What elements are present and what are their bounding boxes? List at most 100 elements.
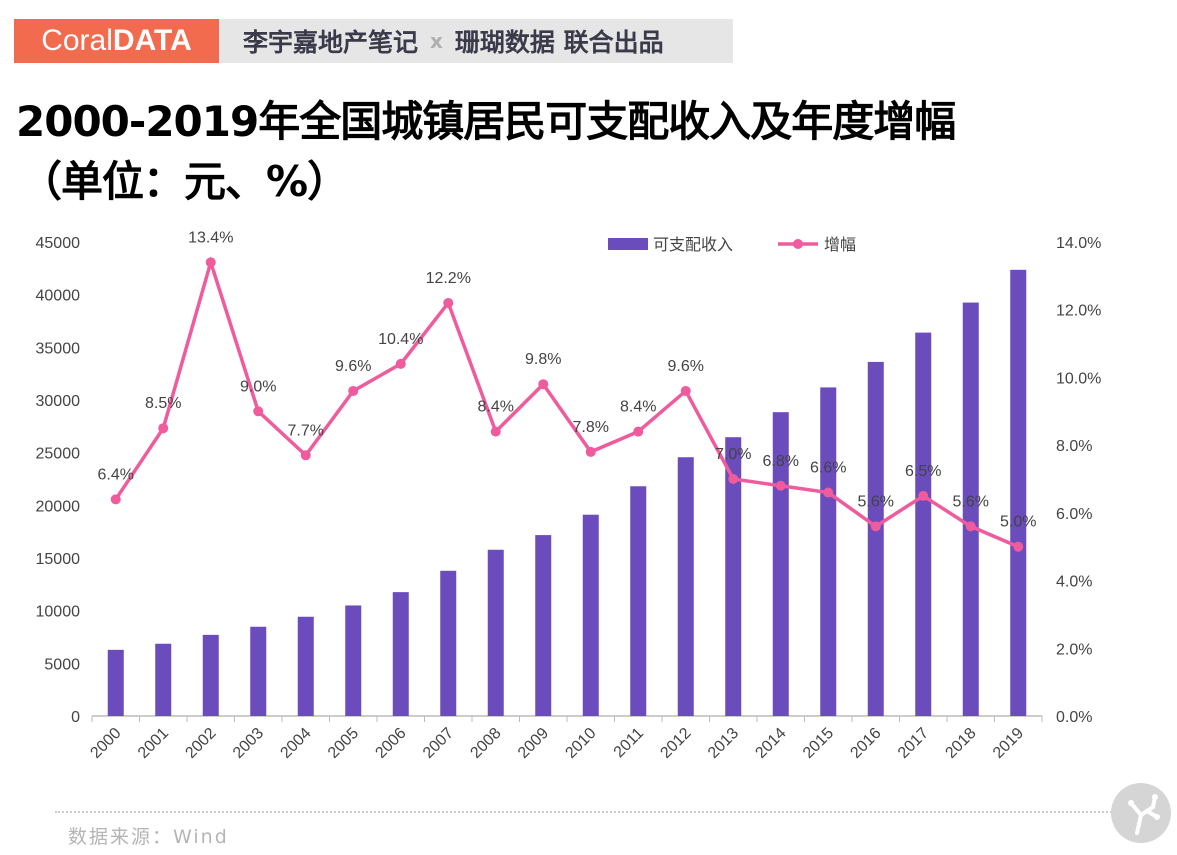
growth-point-2006 [395, 358, 406, 369]
bar-2007 [440, 570, 457, 716]
growth-data-label: 5.6% [858, 493, 894, 510]
growth-data-label: 8.5% [145, 395, 181, 412]
growth-point-2002 [205, 257, 216, 268]
legend-line-label: 增幅 [824, 236, 856, 254]
growth-data-label: 13.4% [188, 229, 233, 246]
y-left-tick: 45000 [36, 235, 81, 252]
y-left-tick: 40000 [36, 288, 81, 305]
credit-right: 珊瑚数据 联合出品 [454, 28, 664, 57]
bar-2010 [582, 514, 599, 716]
growth-point-2018 [965, 521, 976, 532]
growth-data-label: 6.6% [810, 460, 846, 477]
growth-point-2003 [253, 406, 264, 417]
x-tick-label: 2009 [515, 725, 552, 762]
x-tick-label: 2013 [705, 725, 742, 762]
x-tick-label: 2018 [942, 725, 979, 762]
credit-left: 李宇嘉地产笔记 [243, 28, 419, 57]
x-tick-label: 2016 [847, 725, 884, 762]
y-right-tick: 0.0% [1056, 709, 1092, 726]
growth-data-label: 5.6% [953, 493, 989, 510]
y-left-tick: 35000 [36, 340, 81, 357]
coraldata-logo: Coral DATA [14, 19, 219, 63]
bar-2005 [345, 605, 362, 716]
growth-data-label: 8.4% [478, 399, 514, 416]
y-right-tick: 2.0% [1056, 641, 1092, 658]
x-tick-label: 2004 [277, 725, 314, 762]
growth-point-2009 [538, 379, 549, 390]
footer-divider [55, 811, 1115, 813]
growth-point-2010 [585, 446, 596, 457]
growth-point-2011 [633, 426, 644, 437]
x-tick-label: 2011 [611, 725, 647, 761]
legend-bar-swatch [608, 238, 648, 250]
bar-2017 [915, 332, 932, 716]
growth-data-label: 7.0% [715, 446, 751, 463]
growth-data-label: 7.7% [288, 422, 324, 439]
y-right-tick: 6.0% [1056, 506, 1092, 523]
y-left-tick: 0 [71, 709, 80, 726]
growth-point-2012 [680, 385, 691, 396]
chart-title: 2000-2019年全国城镇居民可支配收入及年度增幅 （单位：元、%） [16, 92, 956, 212]
bar-2011 [630, 486, 647, 716]
bar-2016 [867, 361, 884, 716]
growth-point-2017 [918, 490, 929, 501]
bar-2003 [250, 626, 267, 716]
bar-2018 [962, 302, 979, 716]
y-left-tick: 25000 [36, 446, 81, 463]
y-left-tick: 20000 [36, 498, 81, 515]
growth-data-label: 5.0% [1000, 514, 1036, 531]
bar-2015 [820, 387, 837, 716]
legend-line-marker [793, 239, 803, 249]
growth-point-2007 [443, 297, 454, 308]
brand-credit: 李宇嘉地产笔记 x 珊瑚数据 联合出品 [219, 19, 733, 63]
bar-2009 [535, 535, 552, 716]
y-left-tick: 5000 [44, 656, 80, 673]
growth-point-2008 [490, 426, 501, 437]
growth-point-2013 [728, 474, 739, 484]
x-tick-label: 2014 [752, 725, 789, 762]
growth-data-label: 6.4% [98, 466, 134, 483]
y-left-tick: 15000 [36, 551, 81, 568]
x-tick-label: 2008 [467, 725, 504, 762]
growth-data-label: 7.8% [573, 419, 609, 436]
growth-point-2001 [158, 423, 169, 434]
x-tick-label: 2001 [135, 725, 172, 762]
y-right-tick: 14.0% [1056, 235, 1101, 252]
title-line1: 2000-2019年全国城镇居民可支配收入及年度增幅 [16, 97, 956, 146]
x-tick-label: 2000 [87, 725, 124, 762]
bar-2012 [677, 457, 694, 716]
bar-2002 [202, 634, 219, 716]
growth-point-2015 [823, 487, 834, 498]
x-tick-label: 2005 [325, 725, 362, 762]
y-left-tick: 30000 [36, 393, 81, 410]
credit-sep: x [430, 29, 443, 53]
y-left-tick: 10000 [36, 604, 81, 621]
x-tick-label: 2006 [372, 725, 409, 762]
growth-point-2016 [870, 521, 881, 532]
x-tick-label: 2007 [420, 725, 457, 762]
x-tick-label: 2015 [800, 725, 837, 762]
growth-data-label: 6.8% [763, 453, 799, 470]
bar-2004 [297, 616, 314, 716]
growth-point-2004 [300, 450, 311, 461]
growth-line [114, 256, 1019, 549]
logo-bold: DATA [112, 24, 192, 57]
bar-2019 [1010, 269, 1027, 716]
y-right-tick: 4.0% [1056, 574, 1092, 591]
bar-2013 [725, 437, 742, 716]
x-tick-label: 2012 [657, 725, 694, 762]
x-tick-label: 2003 [230, 725, 267, 762]
bar-2006 [392, 592, 409, 716]
growth-data-label: 9.8% [525, 351, 561, 368]
growth-point-2000 [110, 494, 121, 505]
y-right-tick: 8.0% [1056, 438, 1092, 455]
bar-2001 [155, 643, 172, 716]
growth-data-label: 9.0% [240, 378, 276, 395]
x-tick-label: 2010 [562, 725, 599, 762]
x-tick-label: 2017 [895, 725, 932, 762]
x-tick-label: 2002 [182, 725, 219, 762]
growth-point-2019 [1013, 541, 1024, 552]
logo-light: Coral [41, 24, 113, 57]
